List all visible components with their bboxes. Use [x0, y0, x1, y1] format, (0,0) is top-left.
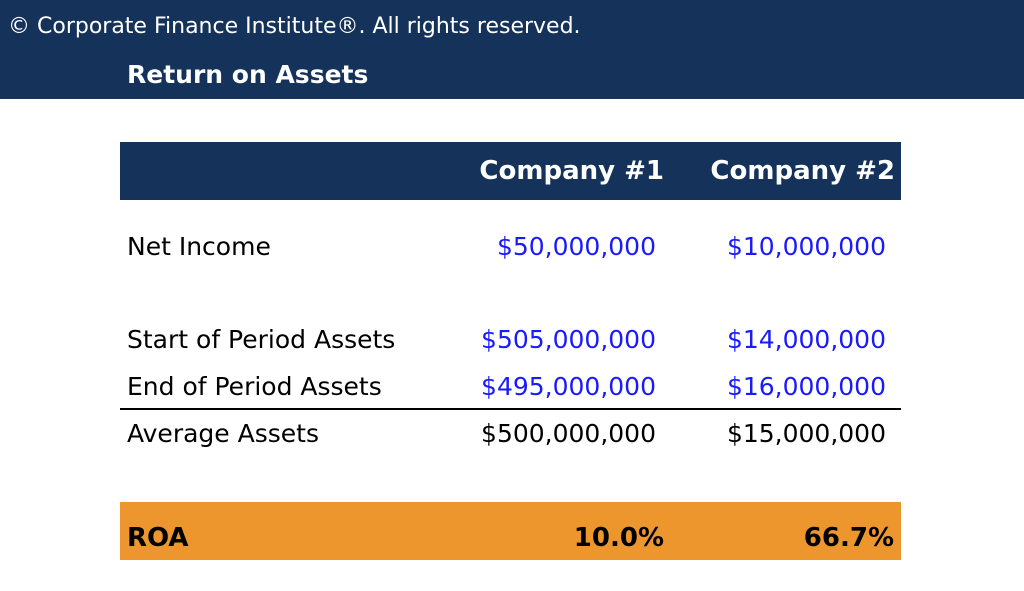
- company-1-value: $50,000,000: [496, 232, 656, 261]
- copyright-notice: © Corporate Finance Institute®. All righ…: [8, 14, 581, 39]
- row-start-of-period-assets: Start of Period Assets $505,000,000 $14,…: [120, 320, 901, 360]
- company-2-value: $15,000,000: [726, 419, 886, 448]
- row-end-of-period-assets: End of Period Assets $495,000,000 $16,00…: [120, 367, 901, 407]
- table-header-row: Company #1 Company #2: [120, 142, 901, 200]
- column-header-company-1: Company #1: [479, 156, 664, 186]
- row-average-assets: Average Assets $500,000,000 $15,000,000: [120, 414, 901, 454]
- row-label: Start of Period Assets: [127, 325, 396, 354]
- sheet-title: Return on Assets: [127, 60, 369, 89]
- column-header-company-2: Company #2: [710, 156, 895, 186]
- company-1-roa: 10.0%: [573, 523, 664, 553]
- row-label: Average Assets: [127, 419, 319, 448]
- company-1-value: $500,000,000: [481, 419, 656, 448]
- company-1-value: $505,000,000: [481, 325, 656, 354]
- roa-label: ROA: [127, 523, 189, 553]
- subtotal-divider: [120, 408, 901, 410]
- header-band: © Corporate Finance Institute®. All righ…: [0, 0, 1024, 99]
- company-2-value: $16,000,000: [726, 372, 886, 401]
- row-label: Net Income: [127, 232, 271, 261]
- company-2-roa: 66.7%: [803, 523, 894, 553]
- company-1-value: $495,000,000: [481, 372, 656, 401]
- roa-result-row: ROA 10.0% 66.7%: [120, 502, 901, 560]
- row-net-income: Net Income $50,000,000 $10,000,000: [120, 227, 901, 267]
- company-2-value: $14,000,000: [726, 325, 886, 354]
- row-label: End of Period Assets: [127, 372, 382, 401]
- company-2-value: $10,000,000: [726, 232, 886, 261]
